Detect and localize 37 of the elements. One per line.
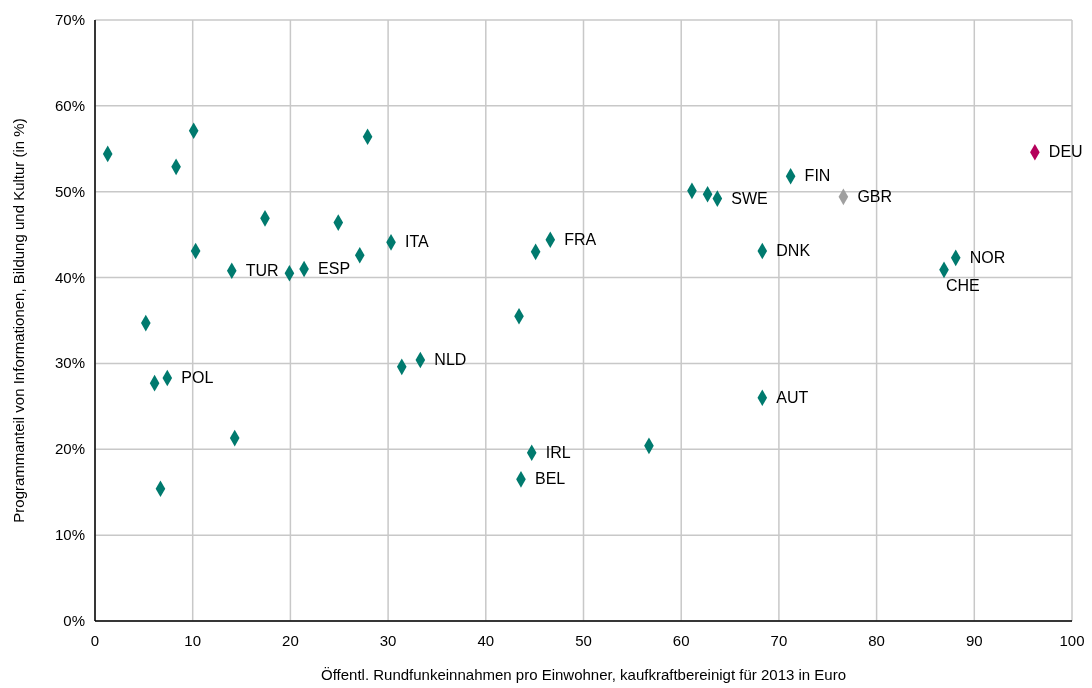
annotation: FIN bbox=[804, 167, 831, 185]
x-tick-label: 50 bbox=[575, 632, 592, 649]
x-tick-label: 60 bbox=[672, 632, 690, 649]
annotation: BEL bbox=[534, 470, 566, 488]
x-tick-label: 100 bbox=[1059, 632, 1085, 649]
annotation: POL bbox=[181, 369, 214, 387]
annotation: CHE bbox=[946, 276, 980, 294]
annotation: ESP bbox=[318, 259, 351, 277]
x-tick-label: 70 bbox=[770, 632, 788, 649]
y-tick-label: 50% bbox=[54, 182, 85, 200]
x-tick-label: 30 bbox=[379, 632, 397, 649]
y-tick-label: 20% bbox=[54, 440, 85, 458]
y-tick-label: 10% bbox=[54, 526, 85, 544]
annotation: GBR bbox=[857, 187, 893, 205]
y-tick-label: 60% bbox=[54, 96, 85, 114]
y-tick-label: 70% bbox=[54, 11, 85, 28]
annotation: DNK bbox=[776, 241, 811, 259]
x-axis-title: Öffentl. Rundfunkeinnahmen pro Einwohner, kaufkraftbereinigt für 2013 in Euro bbox=[320, 666, 847, 683]
x-tick-label: 10 bbox=[184, 632, 202, 649]
y-tick-label: 0% bbox=[63, 612, 85, 629]
y-tick-label: 40% bbox=[54, 268, 85, 286]
x-tick-label: 20 bbox=[282, 632, 299, 649]
x-tick-label: 0 bbox=[90, 632, 100, 649]
y-axis-title: Programmanteil von Informationen, Bildung und Kultur (in %) bbox=[10, 118, 27, 523]
annotation: NOR bbox=[969, 248, 1006, 266]
annotation: IRL bbox=[545, 443, 571, 461]
x-tick-label: 80 bbox=[868, 632, 885, 649]
annotation: SWE bbox=[731, 189, 768, 207]
annotation: AUT bbox=[776, 388, 809, 406]
x-tick-label: 40 bbox=[477, 632, 495, 649]
annotation: DEU bbox=[1048, 143, 1083, 161]
annotation: FRA bbox=[564, 230, 597, 248]
annotation: TUR bbox=[245, 261, 279, 279]
x-tick-label: 90 bbox=[965, 632, 983, 649]
y-tick-label: 30% bbox=[54, 354, 85, 372]
annotation: ITA bbox=[405, 233, 430, 251]
annotation: NLD bbox=[434, 350, 467, 368]
